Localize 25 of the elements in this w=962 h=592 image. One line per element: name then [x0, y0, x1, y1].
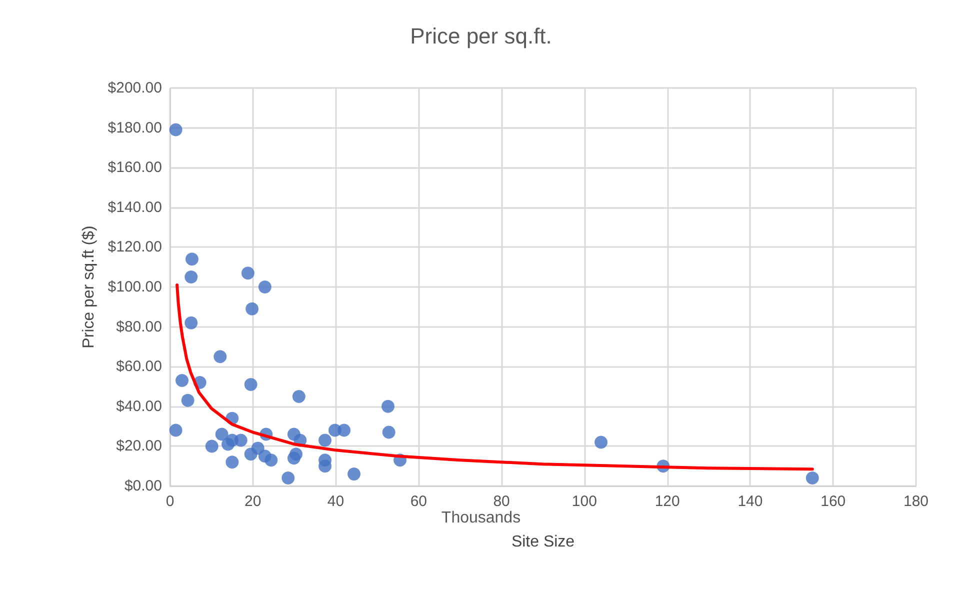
y-tick-label: $20.00	[116, 438, 162, 455]
y-tick-label: $100.00	[108, 278, 162, 296]
y-tick-label: $80.00	[116, 318, 162, 336]
y-tick-label: $0.00	[124, 478, 162, 494]
x-tick-label: 180	[903, 493, 929, 510]
y-tick-label: $120.00	[108, 238, 162, 256]
y-tick-label: $180.00	[108, 119, 162, 136]
x-tick-label: 120	[654, 493, 680, 510]
y-tick-label: $160.00	[108, 159, 162, 176]
x-tick-label: 100	[572, 493, 597, 510]
y-tick-label: $200.00	[108, 80, 162, 96]
x-tick-label: 40	[327, 493, 344, 510]
x-tick-label: 160	[820, 493, 846, 510]
chart-title: Price per sq.ft.	[410, 24, 552, 48]
x-tick-label: 80	[493, 493, 510, 510]
y-tick-label: $140.00	[108, 198, 162, 216]
x-tick-label: 140	[738, 493, 763, 510]
y-tick-label: $60.00	[116, 358, 162, 376]
y-axis-title: Price per sq.ft ($)	[80, 226, 98, 348]
x-tick-label: 20	[244, 493, 262, 510]
text: Thousands	[441, 510, 521, 526]
x-tick-label: 0	[166, 493, 174, 510]
x-axis-title: Site Size	[511, 534, 575, 550]
x-tick-label: 60	[410, 493, 428, 510]
y-tick-label: $40.00	[116, 398, 162, 415]
